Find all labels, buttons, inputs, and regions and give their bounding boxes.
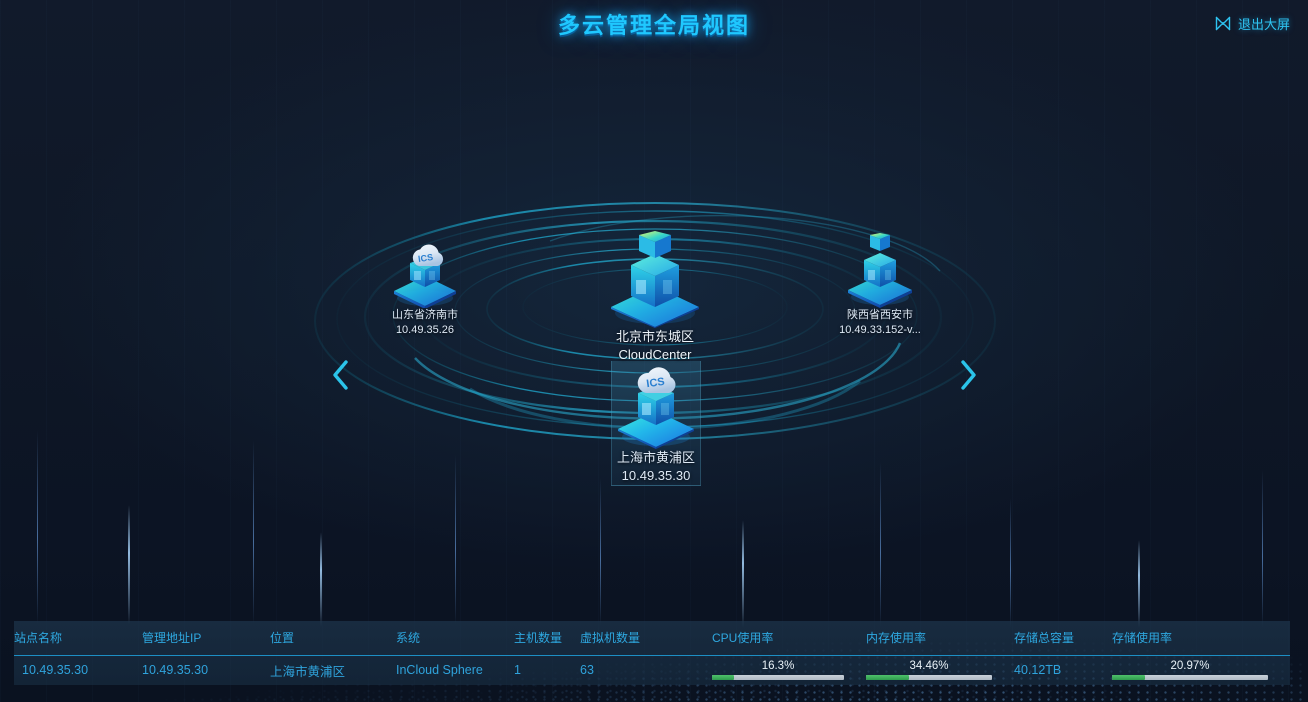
col-system: 系统 [396,631,421,646]
cell-mem-usage: 34.46% [866,655,1014,685]
mem-usage-fill [866,675,910,680]
node-label-line1: 上海市黄浦区 [616,450,695,465]
cell-storage-total: 40.12TB [1014,655,1112,685]
exit-fullscreen-label: 退出大屏 [1237,17,1290,32]
svg-text:ICS: ICS [417,252,433,264]
table-row[interactable]: 10.49.35.30 10.49.35.30 上海市黄浦区 InCloud S… [14,655,1290,685]
chevron-left-icon [333,360,348,390]
site-table-header-row: 站点名称 管理地址IP 位置 系统 主机数量 虚拟机数量 CPU使用率 内存使用… [14,621,1290,655]
node-label-line2: 10.49.35.30 [621,467,691,483]
col-storage-usage: 存储使用率 [1112,631,1173,646]
chevron-right-icon [961,360,976,390]
next-page-arrow[interactable] [956,358,980,392]
site-table-panel: 站点名称 管理地址IP 位置 系统 主机数量 虚拟机数量 CPU使用率 内存使用… [14,621,1290,685]
cpu-usage-meter: 16.3% [712,659,866,680]
cell-vm-count: 63 [580,663,594,678]
page-header: 多云管理全局视图 [0,0,1308,48]
col-storage-total: 存储总容量 [1014,631,1075,646]
col-mgmt-ip: 管理地址IP [142,631,202,646]
mem-usage-track [866,675,992,680]
node-label-line1: 山东省济南市 [392,309,458,321]
col-mem-usage: 内存使用率 [866,631,927,646]
node-label-line2: 10.49.35.26 [395,323,455,336]
storage-usage-meter: 20.97% [1112,659,1290,680]
storage-usage-track [1112,675,1268,680]
storage-total-value: 40.12TB [1014,663,1062,678]
site-table-body: 10.49.35.30 10.49.35.30 上海市黄浦区 InCloud S… [14,655,1290,685]
mem-usage-meter: 34.46% [866,659,1014,680]
cell-system: InCloud Sphere [396,663,483,678]
storage-usage-label: 20.97% [1170,659,1210,672]
cloud-center-tower-icon [585,230,725,328]
node-label-line2: 10.49.33.152-v... [839,323,921,336]
cpu-usage-label: 16.3% [761,659,795,672]
cell-cpu-usage: 16.3% [712,655,866,685]
col-vm-count: 虚拟机数量 [580,631,641,646]
node-label-line1: 陕西省西安市 [847,309,913,321]
node-label-line1: 北京市东城区 [615,329,694,344]
cloud-site-icon: ICS [355,236,495,308]
storage-usage-fill [1112,675,1145,680]
col-location: 位置 [270,631,295,646]
topology-node-cloudcenter[interactable]: 北京市东城区 CloudCenter [585,230,725,363]
cpu-usage-fill [712,675,734,680]
cell-host-count: 1 [514,663,521,678]
cell-mgmt-ip: 10.49.35.30 [142,663,209,678]
cpu-usage-track [712,675,844,680]
mem-usage-label: 34.46% [909,659,949,672]
topology-node-shanghai[interactable]: ICS 上海市黄浦区 10.49.35.30 [586,363,726,484]
col-cpu-usage: CPU使用率 [712,631,774,646]
cell-storage-usage: 20.97% [1112,655,1290,685]
col-site-name: 站点名称 [14,631,63,646]
shrink-fullscreen-icon [1215,16,1231,31]
prev-page-arrow[interactable] [328,358,352,392]
cell-location: 上海市黄浦区 [270,664,346,679]
page-title: 多云管理全局视图 [557,13,750,38]
site-table-head: 站点名称 管理地址IP 位置 系统 主机数量 虚拟机数量 CPU使用率 内存使用… [14,621,1290,655]
topology-node-jinan[interactable]: ICS 山东省济南市 10.49.35.26 [355,236,495,338]
cell-site-name: 10.49.35.30 [22,663,89,678]
topology-area: ICS 山东省济南市 10.49.35.26 [0,48,1308,568]
exit-fullscreen-button[interactable]: 退出大屏 [1215,14,1290,33]
site-table: 站点名称 管理地址IP 位置 系统 主机数量 虚拟机数量 CPU使用率 内存使用… [14,621,1290,685]
cloud-site-icon [810,233,950,308]
cloud-site-icon: ICS [586,363,726,449]
node-label-line2: CloudCenter [618,346,692,362]
topology-node-xian[interactable]: 陕西省西安市 10.49.33.152-v... [810,233,950,338]
col-host-count: 主机数量 [514,631,563,646]
svg-text:ICS: ICS [646,376,666,390]
